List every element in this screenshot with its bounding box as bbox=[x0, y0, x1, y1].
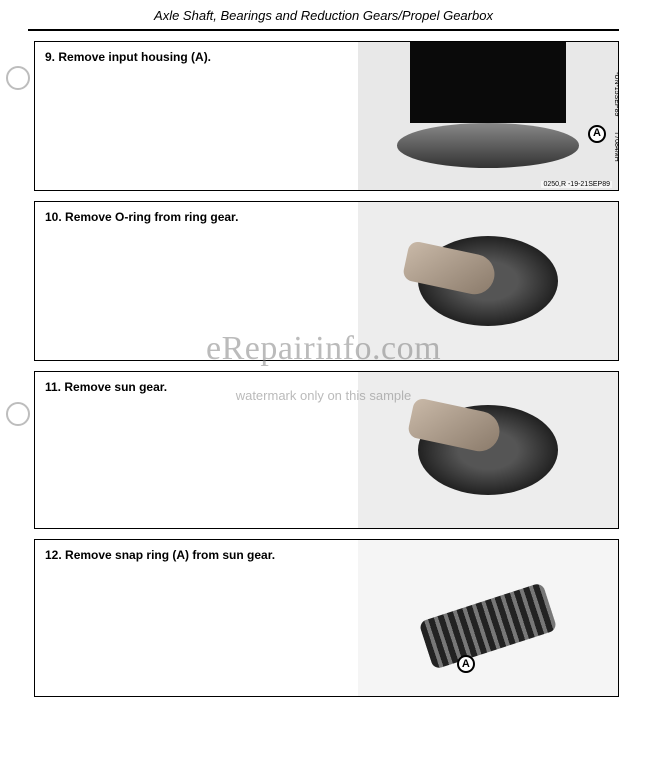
callout-label: A bbox=[593, 128, 601, 139]
step-instruction: Remove snap ring (A) from sun gear. bbox=[65, 548, 275, 562]
callout-a: A bbox=[588, 125, 606, 143]
page-header: Axle Shaft, Bearings and Reduction Gears… bbox=[28, 0, 619, 31]
step-box-12: 12. Remove snap ring (A) from sun gear. … bbox=[34, 539, 619, 697]
step-box-10: 10. Remove O-ring from ring gear. bbox=[34, 201, 619, 361]
housing-shape bbox=[410, 42, 566, 123]
step-instruction: Remove O-ring from ring gear. bbox=[65, 210, 238, 224]
step-image: A -UN-15SEP89 T7084MH 0250,R -19-21SEP89 bbox=[358, 42, 618, 190]
image-placeholder bbox=[358, 540, 618, 696]
binding-hole bbox=[6, 402, 30, 426]
step-number: 9. bbox=[45, 50, 55, 64]
binding-hole bbox=[6, 66, 30, 90]
step-text: 12. Remove snap ring (A) from sun gear. bbox=[35, 540, 358, 696]
header-title: Axle Shaft, Bearings and Reduction Gears… bbox=[154, 8, 493, 23]
image-bottom-meta: 0250,R -19-21SEP89 bbox=[541, 181, 612, 188]
step-image: A bbox=[358, 540, 618, 696]
sun-gear-shape bbox=[418, 582, 557, 670]
step-number: 11. bbox=[45, 380, 61, 394]
manual-page: Axle Shaft, Bearings and Reduction Gears… bbox=[0, 0, 647, 771]
step-number: 10. bbox=[45, 210, 62, 224]
image-side-label: -UN-15SEP89 bbox=[613, 72, 618, 116]
image-placeholder bbox=[358, 372, 618, 528]
step-instruction: Remove sun gear. bbox=[64, 380, 167, 394]
step-box-9: 9. Remove input housing (A). A -UN-15SEP… bbox=[34, 41, 619, 191]
step-number: 12. bbox=[45, 548, 62, 562]
image-placeholder bbox=[358, 42, 618, 190]
step-instruction: Remove input housing (A). bbox=[58, 50, 211, 64]
step-text: 11. Remove sun gear. bbox=[35, 372, 358, 528]
step-text: 10. Remove O-ring from ring gear. bbox=[35, 202, 358, 360]
image-placeholder bbox=[358, 202, 618, 360]
image-side-label-2: T7084MH bbox=[613, 131, 618, 162]
callout-label: A bbox=[462, 659, 470, 670]
step-text: 9. Remove input housing (A). bbox=[35, 42, 358, 190]
flange-shape bbox=[397, 123, 579, 167]
step-image bbox=[358, 372, 618, 528]
step-image bbox=[358, 202, 618, 360]
step-box-11: 11. Remove sun gear. bbox=[34, 371, 619, 529]
